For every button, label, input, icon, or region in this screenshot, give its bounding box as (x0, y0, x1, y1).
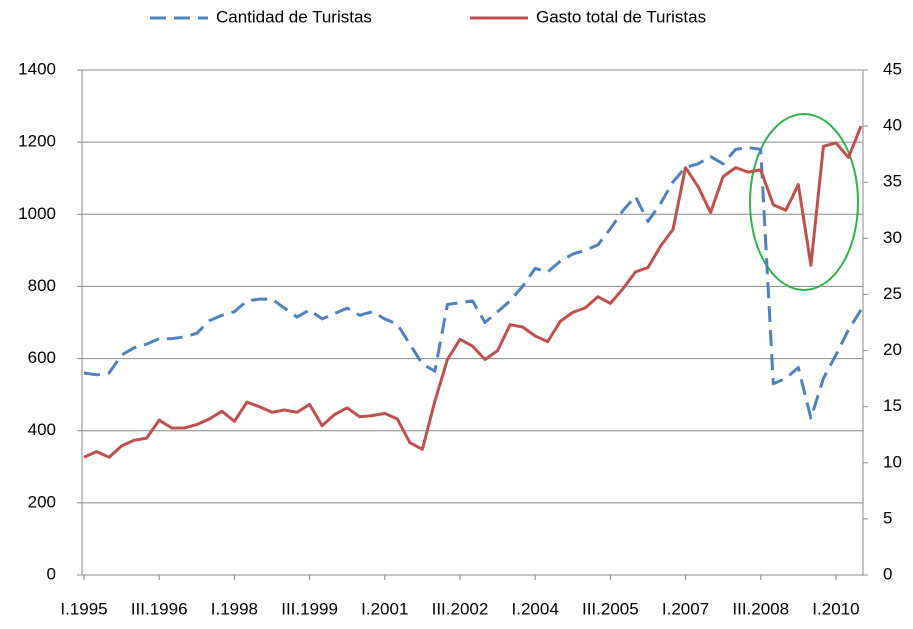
series-line (83, 146, 863, 420)
y2-tick-label: 5 (883, 508, 892, 527)
y-tick-label: 1000 (18, 204, 56, 223)
y-tick-label: 0 (47, 564, 56, 583)
x-tick-label: I.2007 (662, 599, 709, 618)
y-tick-label: 1400 (18, 59, 56, 78)
x-tick-label: III.2008 (732, 599, 789, 618)
x-tick-label: I.2004 (512, 599, 559, 618)
x-tick-label: I.2001 (361, 599, 408, 618)
y-tick-label: 1200 (18, 132, 56, 151)
highlight-ellipse (749, 113, 859, 291)
y2-tick-label: 25 (883, 284, 902, 303)
x-tick-label: III.1996 (131, 599, 188, 618)
y-tick-label: 200 (28, 492, 56, 511)
legend-label: Cantidad de Turistas (216, 7, 372, 26)
y2-tick-label: 15 (883, 396, 902, 415)
y2-tick-label: 30 (883, 228, 902, 247)
y-tick-label: 800 (28, 276, 56, 295)
x-tick-label: I.1995 (60, 599, 107, 618)
y2-tick-label: 20 (883, 340, 902, 359)
y2-tick-label: 45 (883, 59, 902, 78)
y2-tick-label: 40 (883, 116, 902, 135)
x-tick-label: III.2005 (582, 599, 639, 618)
legend-label: Gasto total de Turistas (536, 7, 706, 26)
x-tick-label: III.2002 (432, 599, 489, 618)
y-tick-label: 600 (28, 348, 56, 367)
x-tick-label: III.1999 (281, 599, 338, 618)
x-tick-label: I.2010 (812, 599, 859, 618)
y2-tick-label: 35 (883, 172, 902, 191)
plot-frame (81, 69, 864, 576)
y2-tick-label: 10 (883, 452, 902, 471)
y2-tick-label: 0 (883, 564, 892, 583)
x-tick-label: I.1998 (211, 599, 258, 618)
series-line (83, 125, 863, 459)
legend: Cantidad de Turistas Gasto total de Turis… (150, 7, 706, 26)
y-tick-label: 400 (28, 420, 56, 439)
